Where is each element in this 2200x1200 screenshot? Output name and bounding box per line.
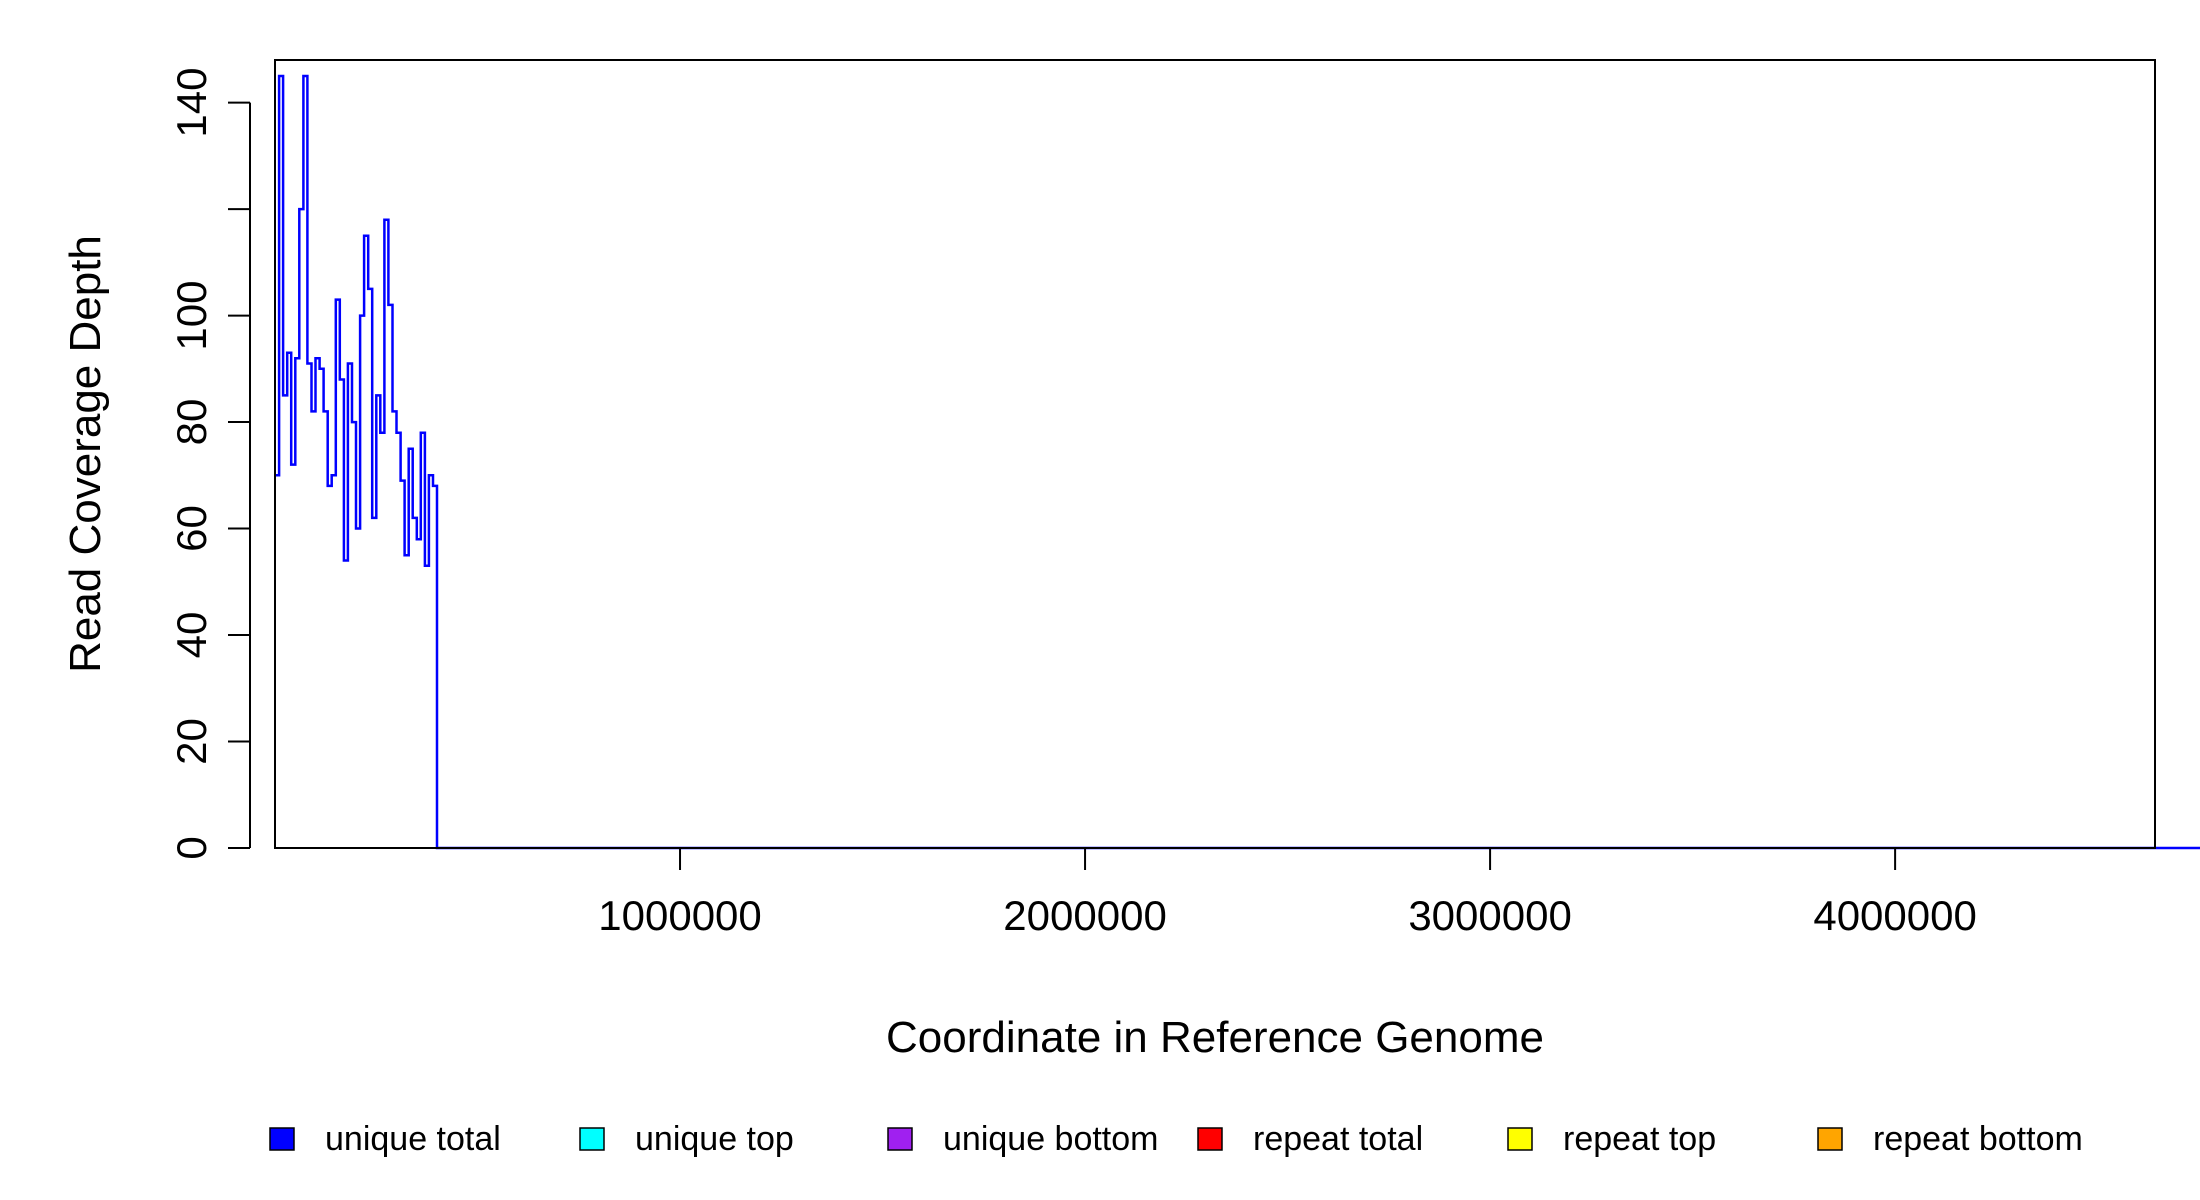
legend: unique total unique top unique bottom repea… [269,1120,2083,1158]
y-axis: 0 20 40 60 80 100 140 [168,68,251,860]
legend-swatch-repeat-bottom [1817,1127,1843,1151]
legend-swatch-unique-top [579,1127,605,1151]
legend-label-repeat-top: repeat top [1563,1120,1716,1158]
y-tick-label: 80 [168,399,215,446]
legend-label-unique-top: unique top [635,1120,794,1158]
series-layer [275,74,2200,850]
series-line-unique-total [275,74,2200,850]
legend-swatch-repeat-top [1507,1127,1533,1151]
x-tick-label: 3000000 [1408,892,1572,939]
y-tick-label: 140 [168,68,215,138]
y-tick-label: 40 [168,612,215,659]
y-tick-label: 60 [168,505,215,552]
legend-swatch-unique-bottom [887,1127,913,1151]
y-tick-label: 0 [168,836,215,859]
y-tick-label: 20 [168,718,215,765]
legend-label-unique-bottom: unique bottom [943,1120,1159,1158]
x-tick-label: 4000000 [1813,892,1977,939]
x-axis: 1000000 2000000 3000000 4000000 [598,848,1977,939]
plot-frame [274,59,2156,849]
y-tick-label: 100 [168,281,215,351]
x-tick-label: 1000000 [598,892,762,939]
x-axis-label: Coordinate in Reference Genome [886,1013,1544,1062]
legend-label-repeat-total: repeat total [1253,1120,1423,1158]
legend-label-repeat-bottom: repeat bottom [1873,1120,2083,1158]
legend-swatch-repeat-total [1197,1127,1223,1151]
y-axis-label: Read Coverage Depth [61,235,110,673]
legend-label-unique-total: unique total [325,1120,501,1158]
x-tick-label: 2000000 [1003,892,1167,939]
legend-swatch-unique-total [269,1127,295,1151]
